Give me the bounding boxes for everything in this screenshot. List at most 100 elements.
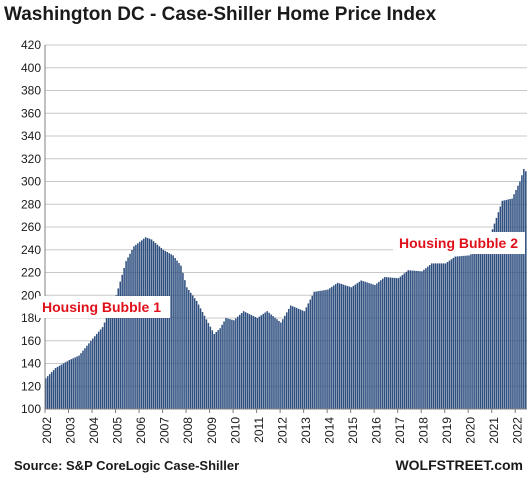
x-tick-label: 2013 [299,417,313,444]
bar [123,267,125,409]
bar [413,270,415,409]
bar [64,362,67,409]
bar [256,318,259,409]
bar [315,291,317,409]
y-tick-label: 300 [21,175,41,189]
bar [160,248,163,409]
bar [452,257,455,409]
bar [121,274,123,409]
bar [176,260,178,409]
bar [303,311,306,409]
bar [164,250,167,409]
bar [154,242,157,409]
x-tick-label: 2014 [322,417,336,444]
bar [152,241,155,409]
bar [382,278,384,409]
annotation-box [393,232,525,254]
bar [436,263,439,409]
y-tick-label: 140 [21,357,41,371]
bar [92,338,94,409]
bar [378,281,380,409]
bar [248,314,251,409]
bar [327,289,329,409]
bar [148,238,151,409]
chart-title: Washington DC - Case-Shiller Home Price … [4,4,437,25]
bar [466,255,468,409]
bar [525,171,527,409]
bar [62,363,65,409]
bar [103,322,106,409]
bar [82,350,84,409]
bar [403,273,406,409]
bar [264,312,266,409]
bar [493,223,496,409]
bar [58,365,61,409]
bar [74,357,76,409]
bar [444,263,447,409]
bar [399,276,402,409]
bar [284,315,286,409]
x-tick-label: 2019 [440,417,454,444]
y-tick-label: 340 [21,129,41,143]
bar [454,256,457,409]
x-tick-labels: 2002 2003 2004 2005 2006 2007 2008 2009 2010 2011… [40,409,524,444]
bar [195,300,198,409]
bar [86,345,88,409]
bar [186,287,188,409]
x-tick-label: 2004 [87,417,101,444]
bar [342,284,345,409]
bar [242,311,245,409]
bar [309,299,312,409]
bar [113,299,116,409]
bar [203,315,206,409]
bar [191,295,194,409]
y-tick-label: 100 [21,402,41,416]
bar [464,255,466,409]
bar [299,309,302,409]
bar [268,312,270,409]
bar [383,277,386,409]
bar [207,323,210,409]
bar [127,257,129,409]
bar [366,282,368,409]
annotation-label: Housing Bubble 2 [399,235,518,251]
bar [219,328,221,409]
bar [135,244,137,409]
x-tick-label: 2005 [111,417,125,444]
bar [385,277,388,409]
bar [479,246,482,409]
bar [313,291,315,409]
bar [374,285,376,409]
bar [521,175,523,409]
bar [450,259,453,409]
x-tick-label: 2015 [346,417,360,444]
axes [44,45,527,410]
bar [460,256,462,409]
x-tick-label: 2022 [510,417,524,444]
bar [307,303,310,409]
bar [97,331,100,409]
bar [101,327,104,409]
bar [50,372,53,409]
bar [162,249,165,409]
bar [462,255,464,409]
x-tick-label: 2012 [275,417,289,444]
bar [260,315,263,409]
bar [240,313,243,409]
bar [334,284,337,409]
bar [209,326,212,409]
bar [511,198,513,409]
bar [56,366,59,409]
bar [233,320,235,409]
bar [146,238,149,409]
bar [503,200,506,409]
bar [229,319,231,409]
y-tick-label: 360 [21,106,41,120]
bar [184,280,186,409]
bar [401,275,404,409]
bar [429,264,431,409]
bar [417,271,419,409]
bar [129,253,131,409]
bar [331,286,333,409]
bar [319,290,321,409]
